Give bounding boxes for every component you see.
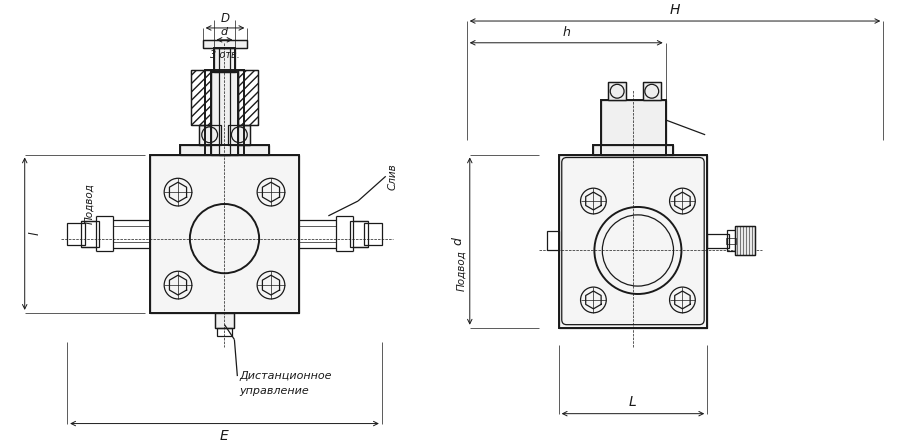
Bar xyxy=(214,313,234,328)
Bar xyxy=(81,221,99,247)
Bar xyxy=(559,155,707,328)
Bar xyxy=(608,82,626,100)
Bar xyxy=(199,125,220,145)
Bar xyxy=(150,155,299,313)
Bar xyxy=(364,223,382,245)
Text: L: L xyxy=(629,395,637,409)
Bar xyxy=(643,82,661,100)
Bar xyxy=(727,230,737,252)
Bar xyxy=(559,155,707,328)
Bar xyxy=(217,328,232,336)
Bar xyxy=(211,72,239,155)
Text: управление: управление xyxy=(239,386,309,396)
Bar xyxy=(229,125,250,145)
Bar xyxy=(211,72,239,155)
Text: Дистанционное: Дистанционное xyxy=(239,371,332,381)
Bar xyxy=(202,40,248,48)
Text: d: d xyxy=(452,237,464,245)
Bar xyxy=(191,71,211,125)
Text: 3 отв.: 3 отв. xyxy=(210,50,239,60)
Text: l: l xyxy=(29,232,41,236)
Bar xyxy=(229,125,250,145)
Text: Подвод: Подвод xyxy=(456,250,466,291)
Text: Слив: Слив xyxy=(388,163,398,190)
Bar xyxy=(219,48,230,155)
Bar xyxy=(202,40,248,48)
Bar xyxy=(238,71,258,125)
Bar xyxy=(214,313,234,328)
Bar xyxy=(547,231,559,250)
Bar xyxy=(726,238,736,244)
Bar xyxy=(593,145,672,155)
Text: h: h xyxy=(562,26,570,39)
Text: d: d xyxy=(220,27,228,37)
Bar xyxy=(213,48,236,72)
Text: Подвод: Подвод xyxy=(84,184,94,224)
Bar xyxy=(608,82,626,100)
Bar xyxy=(68,223,85,245)
Bar xyxy=(707,234,729,248)
Bar xyxy=(213,48,236,72)
Bar xyxy=(204,71,244,155)
Bar xyxy=(643,82,661,100)
Bar xyxy=(601,100,666,155)
Bar xyxy=(734,226,754,255)
Bar xyxy=(150,155,299,313)
Bar xyxy=(238,71,258,125)
Bar xyxy=(601,100,666,155)
Text: D: D xyxy=(220,12,230,25)
Bar xyxy=(180,145,269,155)
Bar xyxy=(191,71,211,125)
Text: H: H xyxy=(670,3,680,17)
Bar xyxy=(180,145,269,155)
Bar xyxy=(199,125,220,145)
Bar xyxy=(350,221,368,247)
Bar xyxy=(593,145,672,155)
Bar xyxy=(734,226,754,255)
Text: E: E xyxy=(220,430,229,443)
